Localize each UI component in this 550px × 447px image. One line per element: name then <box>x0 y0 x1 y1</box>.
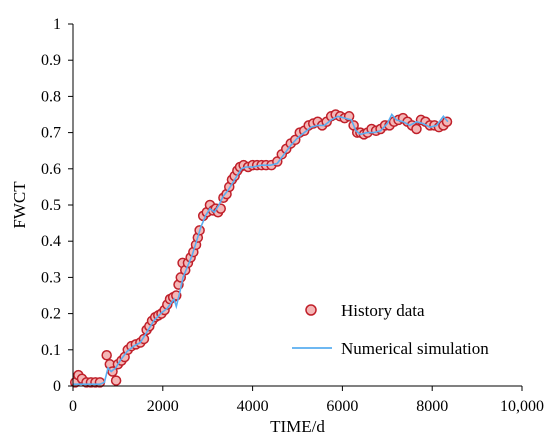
legend-marker-history <box>305 304 317 316</box>
plot-area <box>69 109 453 388</box>
y-tick-label: 0.6 <box>41 161 61 178</box>
x-tick-label: 0 <box>69 398 77 415</box>
x-tick-label: 10,000 <box>500 398 544 415</box>
y-tick-label: 0.1 <box>41 342 61 359</box>
x-axis-title: TIME/d <box>270 417 325 436</box>
y-tick-label: 0.8 <box>41 88 61 105</box>
y-tick-label: 0.7 <box>41 125 61 142</box>
legend-label-simulation: Numerical simulation <box>341 339 489 358</box>
x-tick-label: 8000 <box>416 398 448 415</box>
x-tick-label: 4000 <box>237 398 269 415</box>
history-data-point <box>110 375 122 386</box>
y-tick-label: 0.4 <box>41 233 61 250</box>
y-axis-title: FWCT <box>10 181 29 229</box>
y-tick-label: 1 <box>53 16 61 33</box>
legend-label-history: History data <box>341 301 425 320</box>
x-tick-label: 6000 <box>326 398 358 415</box>
x-tick-label: 2000 <box>147 398 179 415</box>
y-tick-label: 0 <box>53 378 61 395</box>
history-data-point <box>101 349 112 361</box>
axes <box>72 24 522 387</box>
y-tick-label: 0.3 <box>41 269 61 286</box>
legend: History data Numerical simulation <box>292 301 489 358</box>
history-data-point <box>411 123 422 135</box>
y-tick-label: 0.5 <box>41 197 61 214</box>
tick-labels: 0 2000 4000 6000 8000 10,000 0 0.1 0.2 0.3 0.4 0.5 0… <box>41 16 544 415</box>
y-tick-label: 0.9 <box>41 52 61 69</box>
simulation-line <box>73 113 449 385</box>
y-tick-label: 0.2 <box>41 306 61 323</box>
